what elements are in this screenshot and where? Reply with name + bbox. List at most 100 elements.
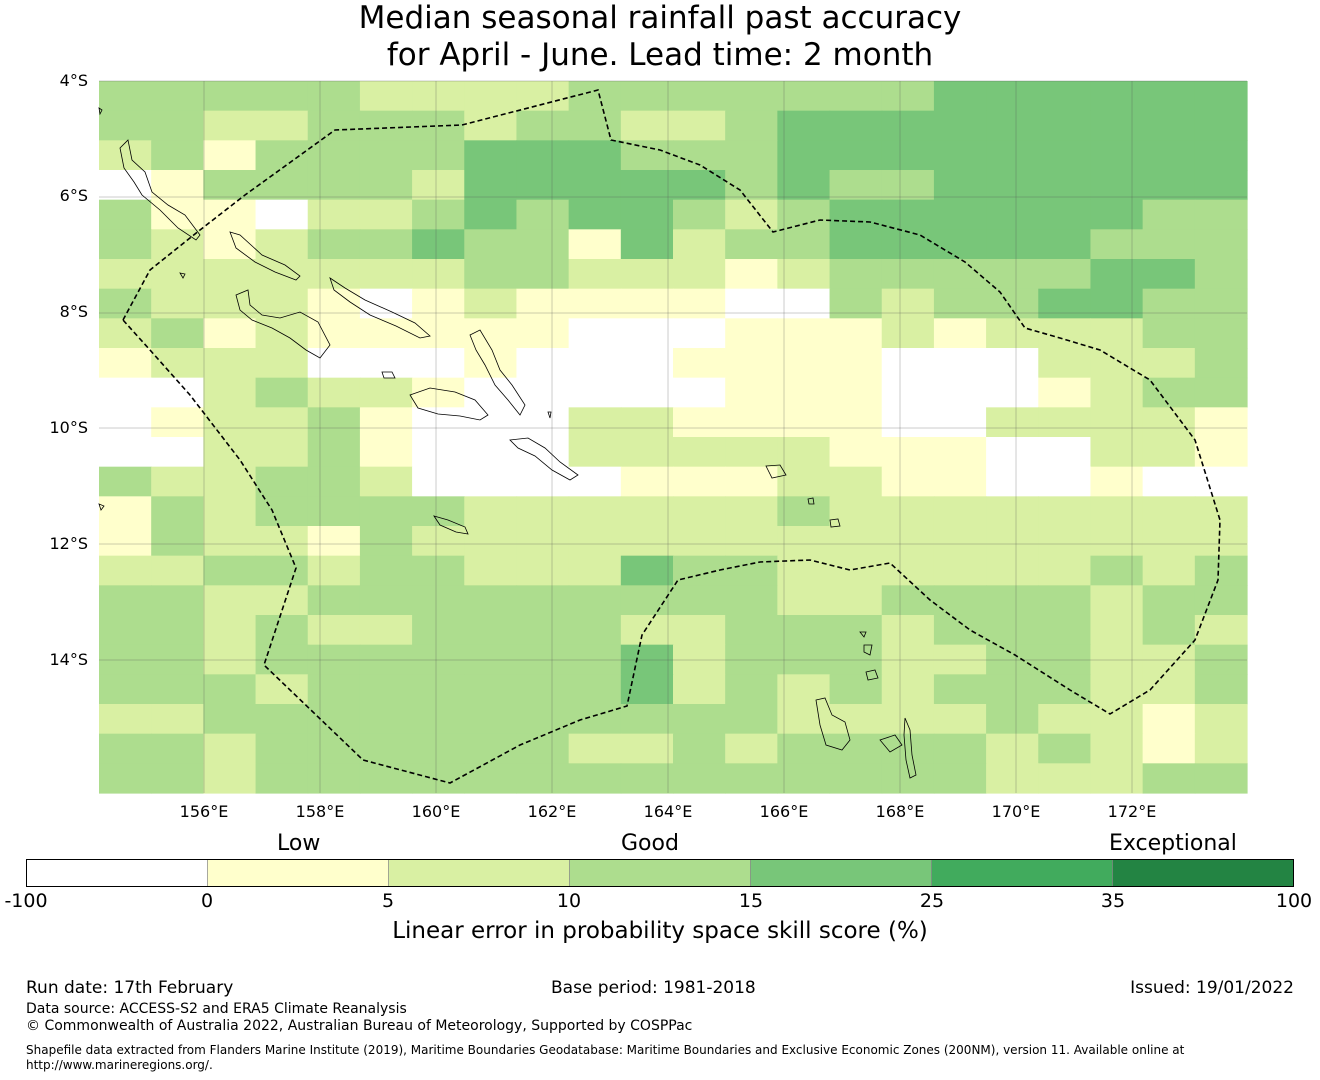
grid-cell xyxy=(359,526,413,557)
lat-label: 8°S xyxy=(59,302,88,321)
grid-cell xyxy=(412,496,465,527)
grid-cell xyxy=(673,229,726,260)
grid-cell xyxy=(359,170,413,201)
grid-cell xyxy=(568,170,622,201)
grid-cell xyxy=(673,199,726,230)
grid-cell xyxy=(1194,466,1248,497)
grid-cell xyxy=(151,466,204,497)
grid-cell xyxy=(1090,140,1144,171)
grid-cell xyxy=(1194,585,1248,616)
grid-cell xyxy=(673,555,726,586)
grid-cell xyxy=(1038,288,1092,319)
grid-cell xyxy=(620,110,674,141)
grid-cell xyxy=(307,199,361,230)
grid-cell xyxy=(203,348,257,379)
grid-cell xyxy=(255,229,309,260)
grid-cell xyxy=(151,348,204,379)
grid-cell xyxy=(151,407,204,438)
grid-cell xyxy=(359,763,413,794)
grid-cell xyxy=(203,733,257,764)
grid-cell xyxy=(307,763,361,794)
grid-cell xyxy=(673,288,726,319)
grid-cell xyxy=(1194,170,1248,201)
grid-cell xyxy=(620,704,674,735)
grid-cell xyxy=(516,170,570,201)
issued-date: Issued: 19/01/2022 xyxy=(1130,978,1294,998)
grid-cell xyxy=(359,555,413,586)
grid-cell xyxy=(673,377,726,408)
grid-cell xyxy=(516,199,570,230)
colorbar-segment xyxy=(388,859,570,887)
grid-cell xyxy=(151,259,204,290)
grid-cell xyxy=(99,733,152,764)
grid-cell xyxy=(412,318,465,349)
colorbar-tick: 100 xyxy=(1275,890,1313,912)
grid-cell xyxy=(777,140,831,171)
grid-cell xyxy=(829,437,883,468)
malaita-outline xyxy=(469,329,526,416)
grid-cell xyxy=(620,377,674,408)
island-outlines xyxy=(98,107,917,779)
grid-cell xyxy=(1142,348,1196,379)
grid-cell xyxy=(777,526,831,557)
grid-cell xyxy=(464,81,518,112)
grid-cell xyxy=(255,496,309,527)
small-isle-2 xyxy=(807,497,815,505)
grid-cell xyxy=(777,81,831,112)
grid-cell xyxy=(829,377,883,408)
grid-cell xyxy=(1142,704,1196,735)
grid-cell xyxy=(1194,377,1248,408)
grid-cell xyxy=(203,496,257,527)
grid-cell xyxy=(725,615,778,646)
colorbar-tick: 10 xyxy=(556,890,582,912)
grid-cell xyxy=(307,674,361,705)
grid-cell xyxy=(255,437,309,468)
grid-cell xyxy=(255,615,309,646)
grid-cell xyxy=(203,585,257,616)
grid-cell xyxy=(568,288,622,319)
grid-cell xyxy=(1090,526,1144,557)
grid-cell xyxy=(933,259,987,290)
grid-cell xyxy=(203,555,257,586)
grid-cell xyxy=(151,496,204,527)
grid-cell xyxy=(1038,377,1092,408)
grid-cell xyxy=(1038,81,1092,112)
grid-cell xyxy=(725,555,778,586)
grid-cell xyxy=(620,526,674,557)
grid-cell xyxy=(1038,199,1092,230)
grid-cell xyxy=(359,496,413,527)
grid-cell xyxy=(620,763,674,794)
grid-cell xyxy=(516,615,570,646)
colorbar-tick: -100 xyxy=(4,890,48,912)
grid-cell xyxy=(986,81,1039,112)
grid-cell xyxy=(1194,496,1248,527)
grid-cell xyxy=(933,288,987,319)
grid-cell xyxy=(777,110,831,141)
grid-cell xyxy=(1038,140,1092,171)
grid-cell xyxy=(933,170,987,201)
grid-cell xyxy=(725,170,778,201)
grid-cell xyxy=(151,733,204,764)
grid-cell xyxy=(568,763,622,794)
grid-cell xyxy=(986,110,1039,141)
grid-cell xyxy=(1142,318,1196,349)
grid-cell xyxy=(881,496,935,527)
grid-cell xyxy=(1194,555,1248,586)
small-isle-4 xyxy=(547,411,552,419)
grid-cell xyxy=(1038,615,1092,646)
grid-cell xyxy=(986,674,1039,705)
grid-cell xyxy=(412,259,465,290)
grid-cell xyxy=(359,407,413,438)
grid-cell xyxy=(881,199,935,230)
grid-cell xyxy=(986,377,1039,408)
grid-cell xyxy=(412,733,465,764)
grid-cell xyxy=(568,555,622,586)
grid-cell xyxy=(359,229,413,260)
grid-cell xyxy=(99,407,152,438)
base-period: Base period: 1981-2018 xyxy=(551,978,756,998)
grid-cell xyxy=(725,318,778,349)
grid-cell xyxy=(620,170,674,201)
grid-cell xyxy=(725,704,778,735)
grid-cell xyxy=(307,140,361,171)
guadalcanal-outline xyxy=(409,387,489,421)
